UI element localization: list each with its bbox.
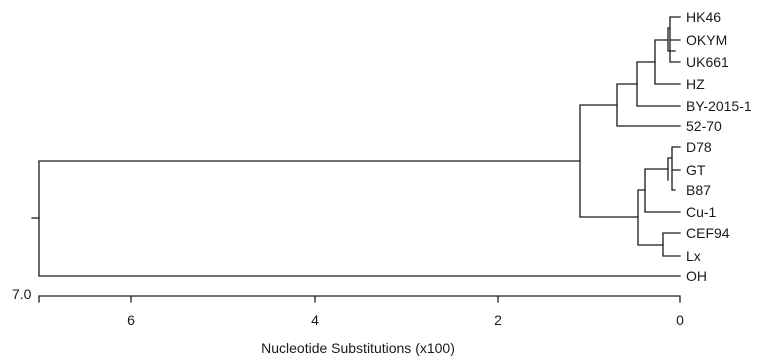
branch-clade-d78-gt-b87 [667, 146, 681, 191]
distance-axis: 7.0 6 4 2 0 Nucleotide Substitutions (x1… [12, 286, 684, 356]
branch-clade-5270 [616, 83, 681, 127]
branch-root [38, 160, 681, 277]
axis-scale-label: 7.0 [12, 286, 32, 302]
axis-tick-label-6: 6 [127, 312, 135, 328]
leaf-label-d78: D78 [686, 139, 712, 155]
branch-clade-cef94-lx [662, 232, 681, 257]
leaf-label-by-2015-1: BY-2015-1 [686, 98, 752, 114]
branch-clade-d78-to-lx [637, 189, 664, 246]
leaf-labels: HK46 OKYM UK661 HZ BY-2015-1 52-70 D78 G… [686, 9, 752, 284]
leaf-label-cu-1: Cu-1 [686, 204, 717, 220]
leaf-label-cef94: CEF94 [686, 225, 730, 241]
axis-tick-label-0: 0 [676, 312, 684, 328]
axis-title: Nucleotide Substitutions (x100) [261, 340, 455, 356]
leaf-label-okym: OKYM [686, 32, 727, 48]
leaf-label-hk46: HK46 [686, 9, 721, 25]
leaf-label-hz: HZ [686, 76, 705, 92]
axis-line [38, 295, 681, 303]
leaf-label-lx: Lx [686, 248, 701, 264]
branch-clade-main [579, 104, 639, 218]
axis-tick-label-4: 4 [311, 312, 319, 328]
axis-tick-label-2: 2 [494, 312, 502, 328]
leaf-label-52-70: 52-70 [686, 118, 722, 134]
leaf-label-uk661: UK661 [686, 54, 729, 70]
leaf-label-b87: B87 [686, 182, 711, 198]
leaf-label-oh: OH [686, 268, 707, 284]
leaf-label-gt: GT [686, 162, 706, 178]
branch-clade-hk46-okym-uk661 [667, 16, 681, 63]
tree-branches [31, 16, 681, 277]
